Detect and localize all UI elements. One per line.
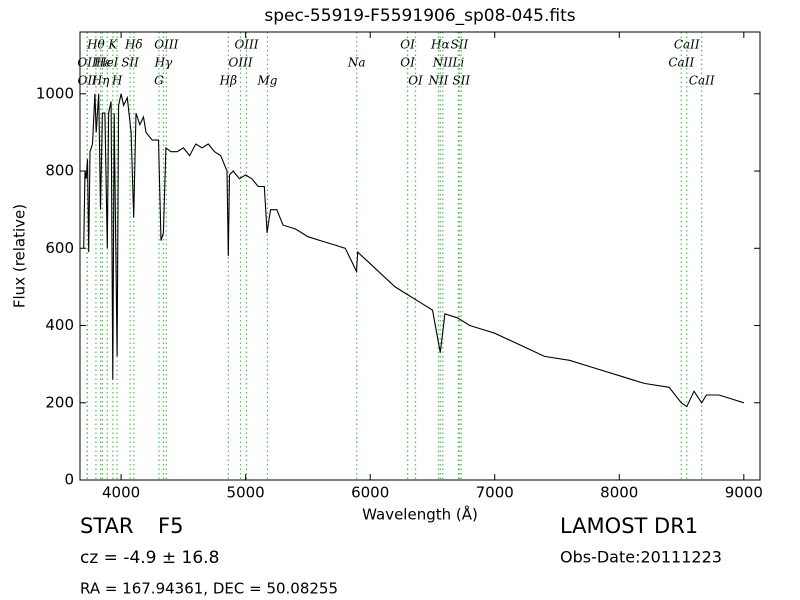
x-tick-label: 7000 [476,484,514,502]
spectrum-line [83,93,744,408]
spectral-line-label: OII [78,74,98,88]
spectral-line-label: CaII [674,38,700,52]
spectral-line-label: Mg [256,74,277,88]
x-tick-label: 4000 [102,484,140,502]
spectral-line-label: OI [400,38,415,52]
spectral-line-label: CaII [668,56,694,70]
spectral-line-label: Hθ [86,38,105,52]
y-tick-label: 200 [45,393,74,411]
subclass: F5 [158,514,183,538]
spectral-line-label: Hδ [124,38,143,52]
redshift: cz = -4.9 ± 16.8 [80,548,219,568]
spectral-line-label: OIII [234,38,258,52]
spectral-line-label: NII [427,74,448,88]
spectral-line-label: OIII [154,38,178,52]
spectral-line-label: H [111,74,123,88]
x-tick-label: 9000 [725,484,763,502]
spectral-line-label: Hβ [219,74,237,88]
spectral-line-label: OI [408,74,423,88]
object-class: STAR [80,514,133,538]
x-tick-label: 6000 [351,484,389,502]
y-tick-label: 800 [45,162,74,180]
x-tick-label: 8000 [600,484,638,502]
spectral-line-label: Hα [430,38,450,52]
spectral-line-label: OIII [229,56,253,70]
spectral-line-label: CaII [689,74,715,88]
x-tick-label: 5000 [227,484,265,502]
spectral-line-label: SII [452,74,470,88]
x-axis-label: Wavelength (Å) [362,505,478,524]
y-tick-label: 400 [45,316,74,334]
spectral-line-label: NII [432,56,453,70]
spectral-line-label: OII [77,56,97,70]
chart-title: spec-55919-F5591906_sp08-045.fits [264,6,575,26]
y-tick-label: 1000 [36,84,74,102]
spectral-line-label: G [154,74,164,88]
y-tick-label: 0 [64,471,74,489]
obs-date: Obs-Date:20111223 [560,548,722,567]
spectral-line-label: Li [451,56,464,70]
y-tick-label: 600 [45,239,74,257]
spectral-line-label: Hη [91,74,110,88]
spectral-line-label: Na [347,56,366,70]
spectral-line-label: SII [121,56,139,70]
spectral-line-label: Hε [93,56,111,70]
survey: LAMOST DR1 [560,514,698,538]
plot-frame [79,31,761,481]
spectral-line-label: SII [451,38,469,52]
spectral-line-label: Hγ [154,56,173,70]
spectral-line-label: HeI [95,56,119,70]
spectral-line-label: K [107,38,118,52]
coordinates: RA = 167.94361, DEC = 50.08255 [80,580,338,598]
spectral-line-label: OI [400,56,415,70]
y-axis-label: Flux (relative) [11,204,29,308]
